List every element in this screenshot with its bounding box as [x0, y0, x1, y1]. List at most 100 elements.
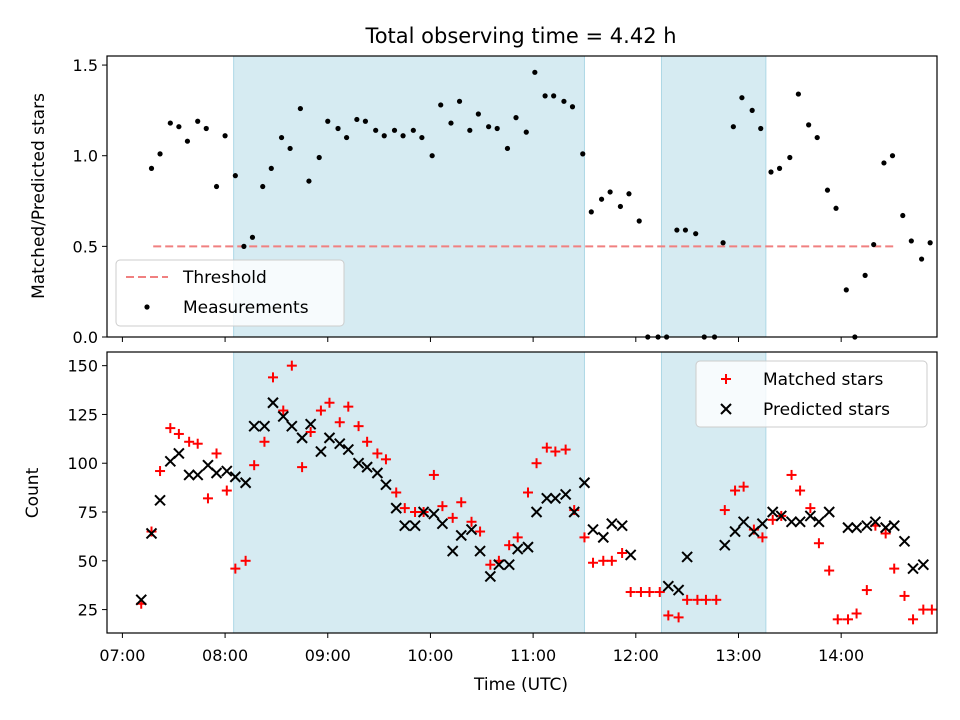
predicted-point: [304, 418, 317, 430]
predicted-point: [229, 471, 242, 483]
predicted-point-stroke: [145, 527, 158, 540]
counts-shaded-intervals: [233, 351, 767, 634]
measurement-point: [636, 218, 642, 224]
measurement-point: [739, 95, 745, 101]
predicted-point-stroke: [417, 506, 430, 518]
predicted-point: [277, 410, 289, 423]
measurement-point: [523, 129, 529, 135]
measurement-point: [373, 127, 379, 133]
predicted-point: [342, 443, 355, 456]
measurement-point: [806, 122, 812, 128]
predicted-point: [474, 545, 486, 557]
matched-point: [654, 587, 665, 598]
predicted-point-stroke: [229, 471, 242, 483]
predicted-point: [436, 518, 449, 530]
matched-point: [579, 532, 590, 543]
measurement-point: [758, 125, 764, 132]
predicted-point: [267, 397, 279, 409]
predicted-point: [907, 562, 919, 575]
matched-point: [550, 446, 561, 457]
predicted-point-stroke: [719, 539, 731, 551]
matched-point: [824, 565, 835, 576]
measurement-point: [918, 256, 925, 262]
ratio-legend-box: [115, 259, 345, 327]
y-tick-label: 1.0: [73, 147, 98, 166]
predicted-point: [587, 523, 599, 536]
predicted-point: [210, 467, 223, 479]
matched-point: [428, 469, 439, 480]
measurement-point: [833, 205, 839, 211]
predicted-point: [334, 438, 346, 450]
predicted-point-stroke: [842, 521, 854, 534]
matched-point: [889, 563, 900, 574]
y-tick-label: 50: [78, 552, 98, 571]
predicted-point: [719, 539, 731, 551]
matched-point: [192, 438, 203, 449]
predicted-point-stroke: [907, 562, 919, 575]
predicted-point-stroke: [493, 558, 505, 571]
measurement-point: [148, 165, 155, 171]
matched-point: [682, 594, 693, 605]
predicted-point: [258, 420, 271, 432]
matched-point: [730, 485, 741, 496]
predicted-point: [756, 518, 769, 530]
predicted-point-stroke: [597, 531, 609, 544]
predicted-point: [737, 516, 750, 528]
measurement-point: [203, 125, 209, 132]
predicted-point-stroke: [323, 432, 336, 444]
predicted-point-stroke: [446, 545, 459, 557]
measurement-point: [287, 145, 293, 152]
ratio-y-axis-label: Matched/Predicted stars: [29, 93, 49, 299]
matched-point: [343, 401, 354, 412]
measurement-point: [467, 127, 473, 133]
matched-point: [240, 555, 251, 566]
measurement-point: [391, 127, 398, 133]
predicted-point: [522, 541, 534, 553]
predicted-point-stroke: [549, 492, 562, 505]
predicted-point: [315, 445, 327, 458]
predicted-point: [879, 521, 892, 534]
measurement-point: [316, 154, 322, 161]
predicted-point: [568, 506, 580, 518]
predicted-point-stroke: [436, 518, 449, 530]
predicted-point-stroke: [823, 506, 835, 518]
measurement-point: [682, 227, 689, 233]
predicted-point: [173, 447, 185, 460]
predicted-point-stroke: [530, 506, 543, 518]
matched-point: [531, 458, 542, 469]
matched-point: [738, 481, 749, 492]
predicted-point: [559, 488, 572, 501]
matched-point: [644, 587, 655, 598]
legend-measurements-swatch: [144, 304, 150, 310]
measurement-point: [900, 212, 906, 219]
chart-title: Total observing time = 4.42 h: [364, 24, 676, 48]
counts-y-axis-label: Count: [23, 467, 43, 518]
predicted-point: [323, 432, 336, 444]
predicted-point: [813, 516, 825, 528]
measurement-point: [569, 104, 576, 110]
predicted-point: [729, 525, 741, 538]
predicted-point: [352, 457, 365, 469]
counts-predicted-layer: [135, 397, 930, 606]
matched-point: [560, 444, 571, 455]
measurement-point: [862, 272, 868, 278]
predicted-point-stroke: [455, 529, 467, 542]
measurement-point: [532, 69, 538, 75]
predicted-point-stroke: [221, 465, 233, 477]
predicted-point-stroke: [277, 410, 289, 423]
matched-point: [711, 594, 722, 605]
matched-point: [795, 485, 806, 496]
predicted-point-stroke: [898, 535, 911, 547]
measurement-point: [222, 133, 228, 139]
measurement-point: [260, 183, 266, 190]
predicted-point: [145, 527, 158, 540]
measurement-point: [213, 183, 220, 190]
measurement-point: [184, 138, 191, 144]
predicted-point-stroke: [568, 506, 580, 518]
predicted-point: [512, 543, 524, 555]
x-tick-label: 14:00: [818, 646, 864, 665]
y-tick-label: 25: [78, 601, 98, 620]
x-axis-label: Time (UTC): [473, 675, 568, 695]
predicted-point-stroke: [258, 420, 271, 432]
